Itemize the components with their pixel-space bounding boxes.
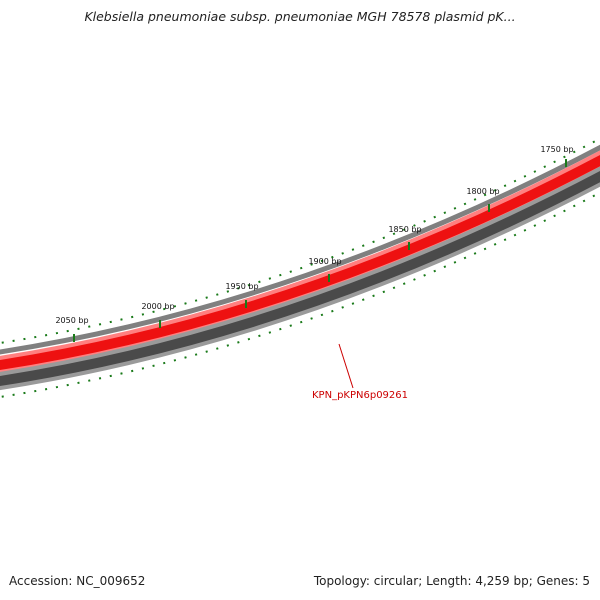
- backbone-outer-line: [0, 144, 600, 355]
- gene-label-leader: [338, 343, 354, 389]
- tick-label-1950-bp: 1950 bp: [225, 282, 258, 291]
- page-title: Klebsiella pneumoniae subsp. pneumoniae …: [84, 9, 516, 24]
- gene-label-kpn-pkpn6p09261[interactable]: KPN_pKPN6p09261: [312, 390, 408, 401]
- tick-label-1800-bp: 1800 bp: [466, 187, 499, 196]
- tick-label-2050-bp: 2050 bp: [55, 316, 88, 325]
- topology-summary: Topology: circular; Length: 4,259 bp; Ge…: [313, 574, 590, 588]
- forward-gene-band-core: [0, 154, 600, 371]
- accession-text: Accession: NC_009652: [9, 574, 146, 588]
- tick-label-1900-bp: 1900 bp: [308, 257, 341, 266]
- tick-label-1850-bp: 1850 bp: [388, 225, 421, 234]
- reverse-track-band-core: [0, 170, 600, 387]
- tick-label-1750-bp: 1750 bp: [540, 145, 573, 154]
- tick-label-2000-bp: 2000 bp: [141, 302, 174, 311]
- tick-labels: 2050 bp 2000 bp 1950 bp 1900 bp 1850 bp 1800 …: [55, 145, 573, 325]
- major-ticks: [73, 159, 567, 342]
